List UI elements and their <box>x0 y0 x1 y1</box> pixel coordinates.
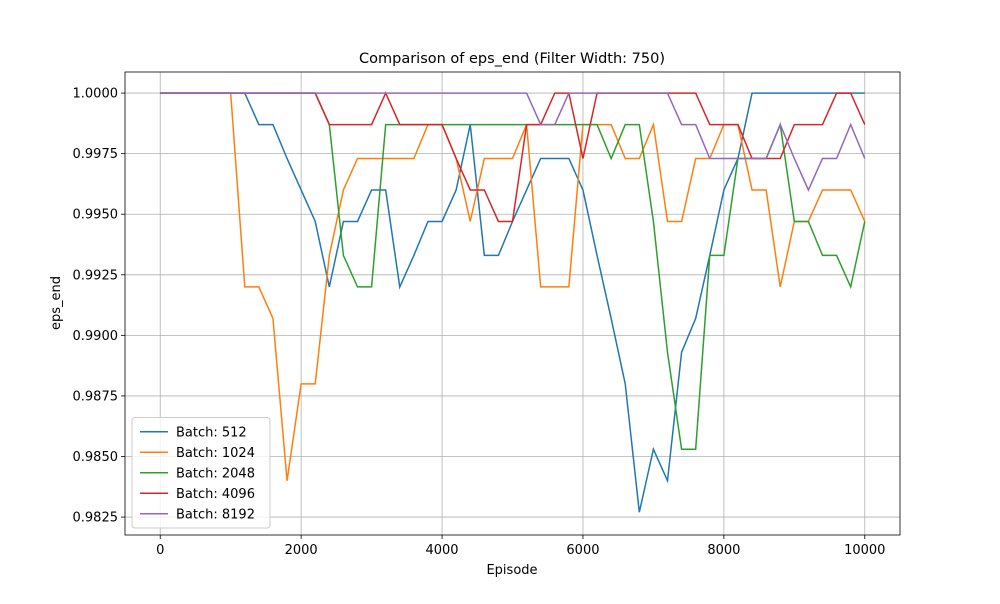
legend-label: Batch: 4096 <box>176 487 255 502</box>
data-line <box>160 92 866 192</box>
legend-box <box>131 417 271 529</box>
legend-label: Batch: 8192 <box>176 507 255 522</box>
y-axis-label: eps_end <box>49 276 64 330</box>
legend-label: Batch: 2048 <box>176 466 255 481</box>
x-tick-label: 4000 <box>425 543 458 558</box>
y-tick-label: 0.9950 <box>73 208 119 223</box>
y-tick-label: 0.9925 <box>73 268 119 283</box>
x-tick-label: 0 <box>156 543 164 558</box>
chart-title: Comparison of eps_end (Filter Width: 750… <box>359 51 665 67</box>
y-tick-label: 0.9900 <box>73 329 119 344</box>
x-tick-label: 8000 <box>707 543 740 558</box>
legend-label: Batch: 512 <box>176 425 247 440</box>
legend-label: Batch: 1024 <box>176 446 255 461</box>
y-tick-label: 0.9875 <box>73 389 119 404</box>
x-tick-label: 6000 <box>566 543 599 558</box>
y-tick-label: 0.9825 <box>73 511 119 526</box>
y-tick-label: 1.0000 <box>73 87 119 102</box>
x-axis-label: Episode <box>486 563 537 578</box>
data-line <box>160 92 866 481</box>
legend: Batch: 512 Batch: 1024 Batch: 2048 Batch: 4… <box>131 417 271 529</box>
y-tick-label: 0.9975 <box>73 147 119 162</box>
x-tick-label: 10000 <box>844 543 885 558</box>
x-tick-label: 2000 <box>285 543 318 558</box>
y-tick-label: 0.9850 <box>73 450 119 465</box>
plot-frame <box>124 71 901 536</box>
